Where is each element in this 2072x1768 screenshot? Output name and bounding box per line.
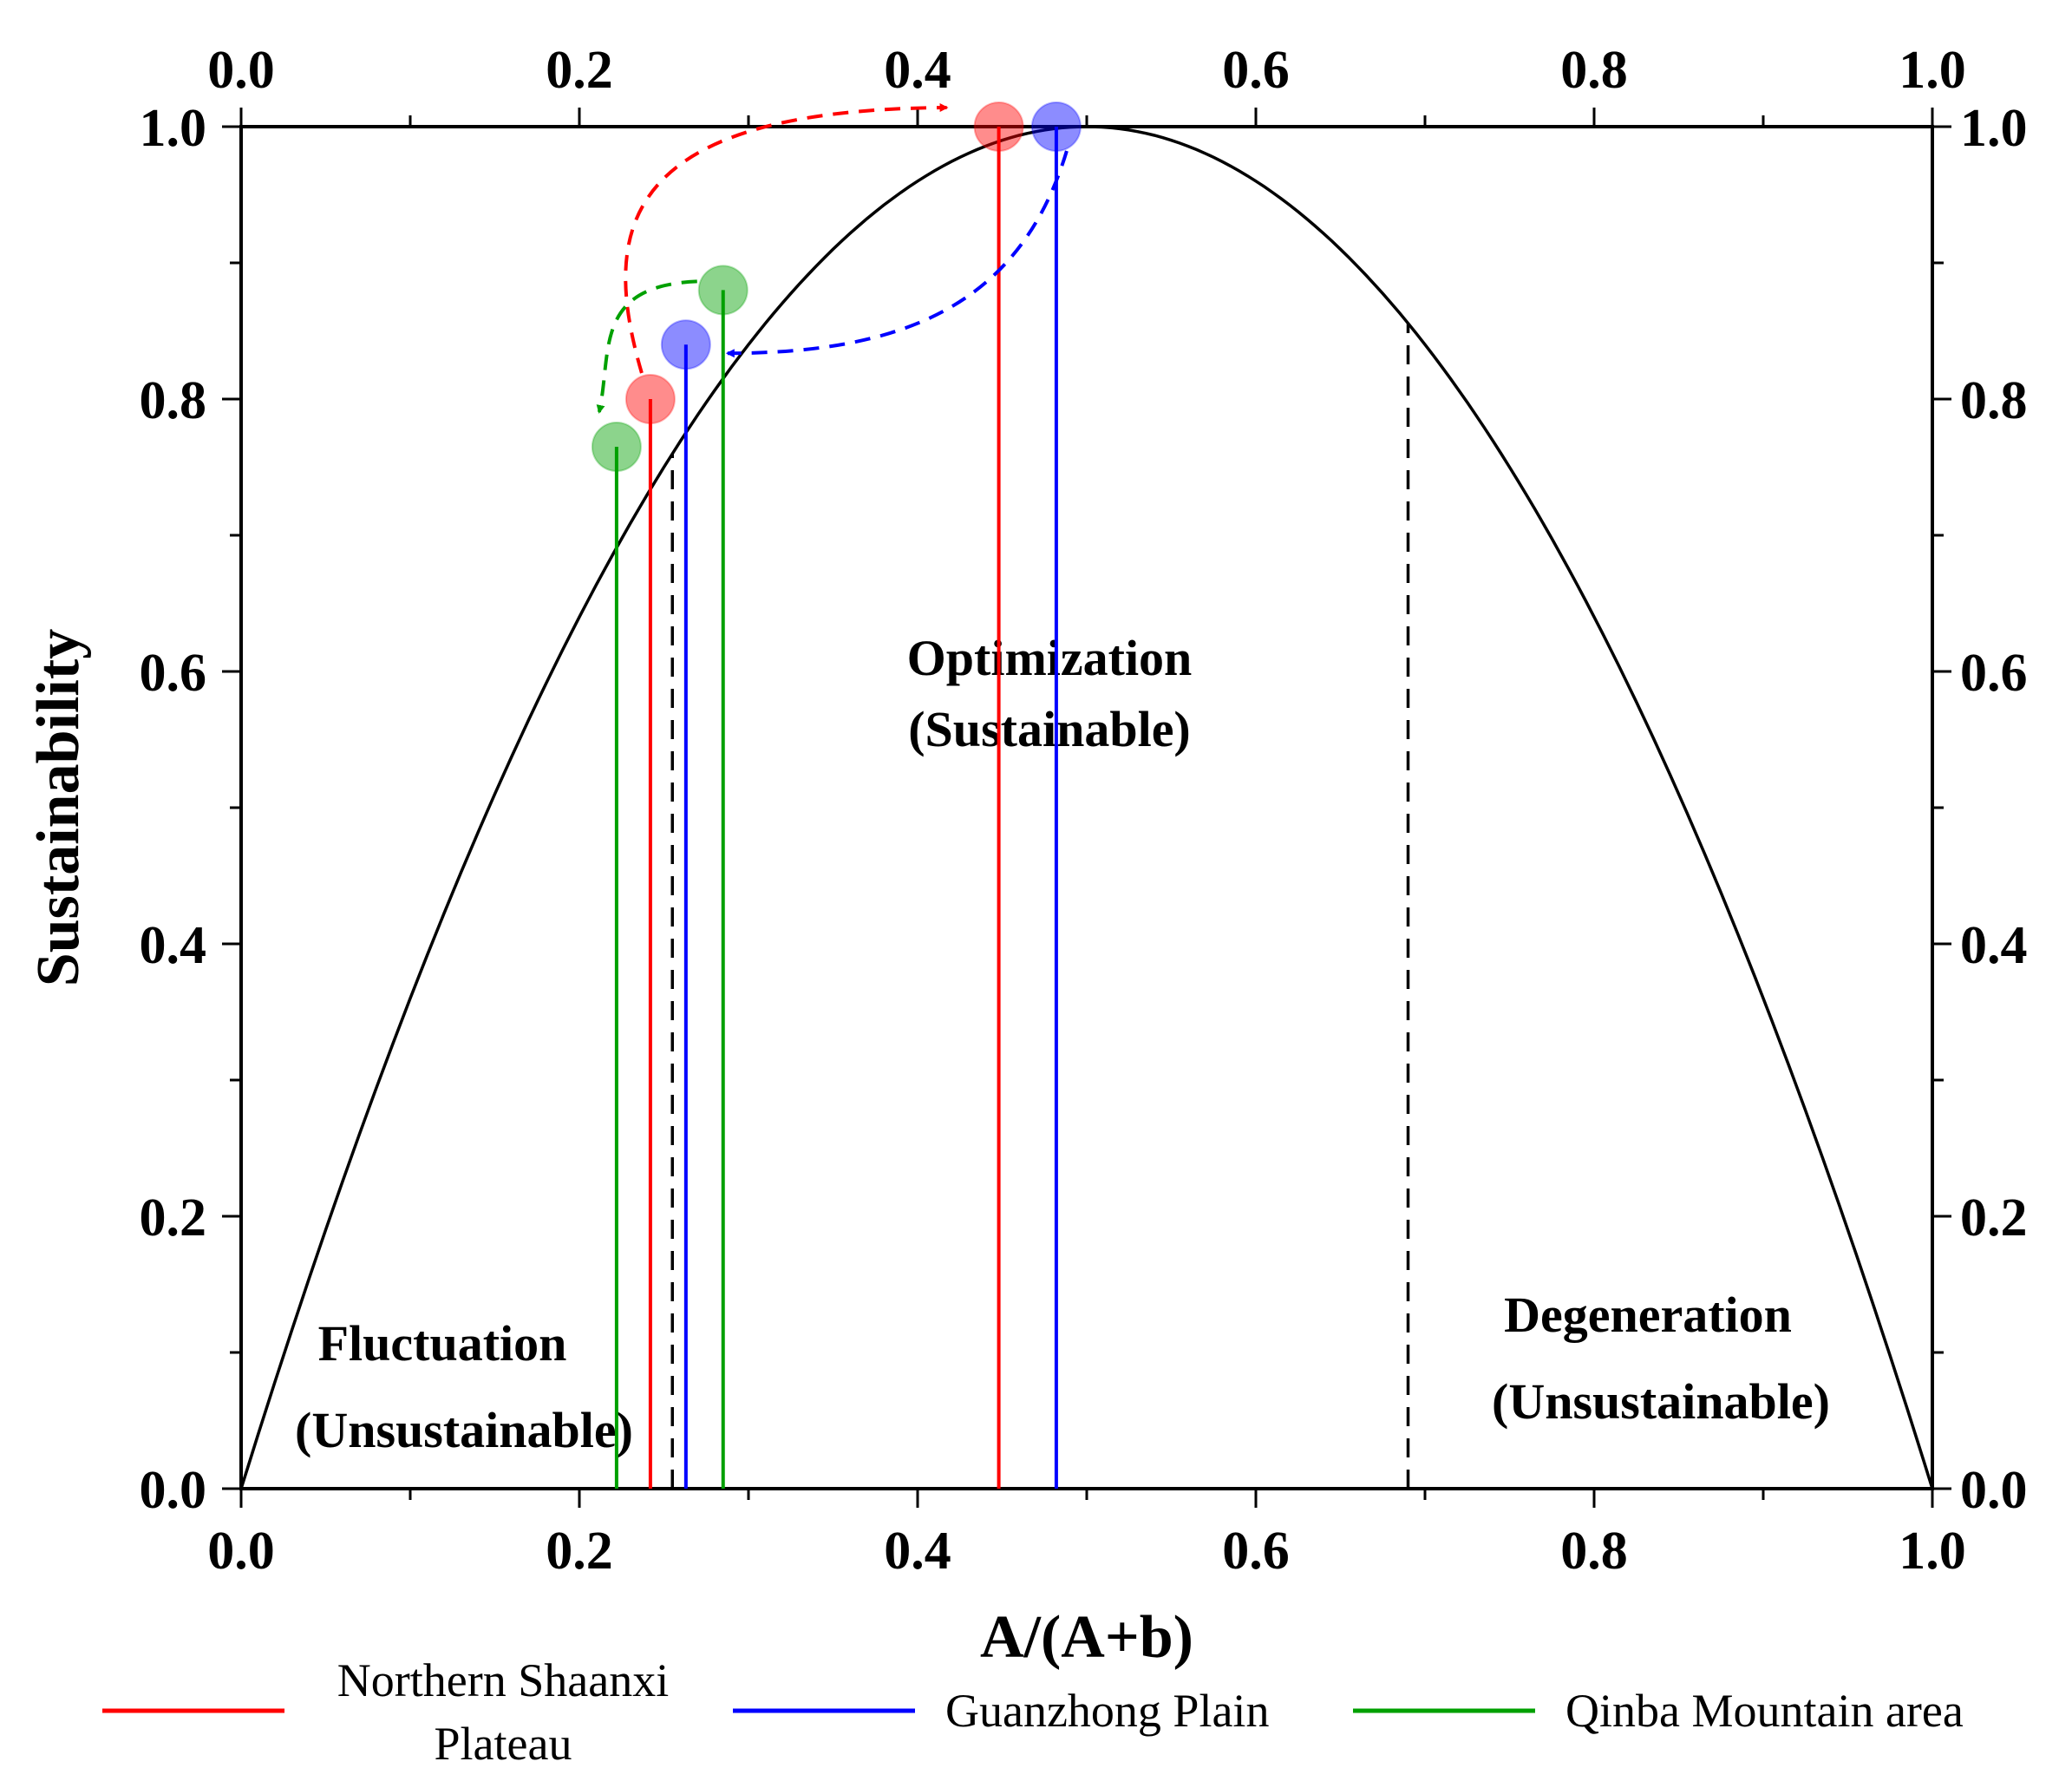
legend-label-northern-shaanxi-line2: Plateau [435, 1718, 572, 1768]
data-point-marker [1030, 101, 1082, 152]
transition-arrow [725, 150, 1069, 358]
y-tick-label-right: 0.0 [1960, 1461, 2028, 1520]
y-tick-label-left: 0.8 [140, 371, 207, 430]
region-optimization-line1: Optimization [907, 630, 1193, 686]
x-tick-label-bottom: 0.6 [1222, 1522, 1290, 1581]
y-tick-label-left: 0.2 [140, 1188, 207, 1247]
x-tick-label-bottom: 0.0 [207, 1522, 275, 1581]
y-tick-label-right: 0.8 [1960, 371, 2028, 430]
transition-arrow [596, 279, 697, 414]
y-tick-label-right: 0.2 [1960, 1188, 2028, 1247]
y-tick-label-right: 0.4 [1960, 916, 2028, 975]
region-degeneration-line1: Degeneration [1504, 1287, 1792, 1343]
x-tick-label-bottom: 0.4 [884, 1522, 951, 1581]
plot-frame [239, 125, 1934, 1490]
y-axis-title: Sustainability [25, 629, 92, 986]
y-tick-label-left: 0.0 [140, 1461, 207, 1520]
data-point-marker [591, 421, 642, 472]
x-tick-label-bottom: 0.8 [1560, 1522, 1628, 1581]
x-tick-label-bottom: 1.0 [1899, 1522, 1966, 1581]
data-point-marker [973, 101, 1024, 152]
region-optimization-line2: (Sustainable) [908, 701, 1191, 757]
data-point-marker [660, 319, 711, 370]
data-point-marker [697, 265, 748, 316]
x-tick-label-top: 0.6 [1222, 41, 1290, 100]
y-tick-label-left: 1.0 [140, 99, 207, 158]
x-tick-label-top: 0.0 [207, 41, 275, 100]
legend-label-qinba: Qinba Mountain area [1565, 1685, 1964, 1737]
y-tick-label-left: 0.6 [140, 644, 207, 703]
x-tick-label-top: 1.0 [1899, 41, 1966, 100]
chart-marks: 0.0 0.2 0.4 0.6 0.8 1.00.0 0.2 0.4 0.6 0.8 1.00.00… [140, 41, 2028, 1581]
y-tick-label-right: 0.6 [1960, 644, 2028, 703]
region-fluctuation-line2: (Unsustainable) [295, 1402, 633, 1458]
region-degeneration-line2: (Unsustainable) [1492, 1373, 1830, 1430]
legend-label-northern-shaanxi-line1: Northern Shaanxi [337, 1654, 669, 1706]
x-tick-label-top: 0.2 [546, 41, 613, 100]
x-tick-label-bottom: 0.2 [546, 1522, 613, 1581]
sustainability-curve [239, 125, 1934, 1490]
transition-arrow [624, 103, 949, 374]
x-tick-label-top: 0.8 [1560, 41, 1628, 100]
x-axis-title: A/(A+b) [980, 1604, 1193, 1671]
region-fluctuation-line1: Fluctuation [318, 1315, 567, 1372]
y-tick-label-left: 0.4 [140, 916, 207, 975]
legend-label-guanzhong: Guanzhong Plain [945, 1685, 1269, 1737]
x-tick-label-top: 0.4 [884, 41, 951, 100]
data-point-marker [624, 374, 676, 424]
y-tick-label-right: 1.0 [1960, 99, 2028, 158]
